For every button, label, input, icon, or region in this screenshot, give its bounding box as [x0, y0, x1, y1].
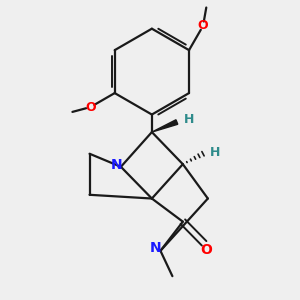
- Text: O: O: [200, 243, 212, 257]
- Text: N: N: [111, 158, 122, 172]
- Text: N: N: [150, 241, 162, 255]
- Text: H: H: [184, 113, 194, 126]
- Text: O: O: [85, 100, 96, 114]
- Text: H: H: [210, 146, 220, 159]
- Text: O: O: [198, 20, 208, 32]
- Polygon shape: [152, 120, 178, 132]
